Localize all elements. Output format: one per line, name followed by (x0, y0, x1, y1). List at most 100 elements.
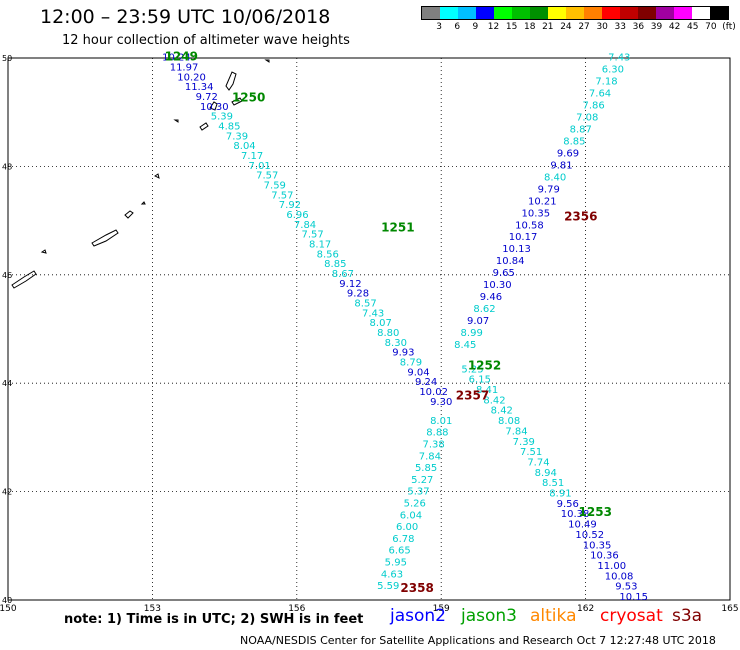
legend-label: 18 (523, 22, 536, 32)
footer-note: note: 1) Time is in UTC; 2) SWH is in fe… (64, 612, 364, 627)
wave-height-value: 10.36 (590, 551, 619, 562)
wave-height-value: 9.65 (493, 268, 515, 279)
credit-line: NOAA/NESDIS Center for Satellite Applica… (240, 634, 716, 647)
x-tick-label: 153 (144, 604, 161, 614)
wave-height-value: 7.59 (264, 181, 286, 192)
island-outline (209, 101, 218, 111)
wave-height-value: 7.18 (595, 77, 617, 88)
wave-height-value: 9.81 (550, 160, 572, 171)
pass-number-label: 2358 (400, 581, 433, 595)
wave-height-value: 8.85 (563, 136, 585, 147)
wave-height-value: 9.56 (557, 499, 579, 510)
wave-height-value: 8.79 (400, 358, 422, 369)
island-outline (199, 122, 209, 131)
color-legend-labels: 3 6 9 12 15 18 21 24 27 30 33 36 39 42 45 70 (ft) (421, 22, 736, 34)
wave-height-value: 7.84 (505, 426, 527, 437)
wave-height-value: 6.04 (400, 510, 422, 521)
wave-height-value: 10.13 (502, 244, 531, 255)
wave-height-value: 10.52 (575, 530, 604, 541)
wave-height-value: 10.58 (515, 220, 544, 231)
island-outline (124, 210, 134, 219)
wave-height-value: 7.39 (226, 131, 248, 142)
legend-swatch (566, 7, 584, 19)
pass-number-label: 2357 (456, 388, 489, 402)
wave-height-value: 9.28 (347, 289, 369, 300)
legend-label: 70 (705, 22, 717, 32)
wave-height-value: 7.84 (419, 451, 441, 462)
wave-height-value: 10.15 (619, 592, 648, 603)
map-frame (7, 57, 731, 601)
wave-height-value: 8.56 (317, 249, 339, 260)
wave-height-value: 10.20 (177, 72, 206, 83)
island-outline (154, 173, 160, 179)
wave-height-value: 8.51 (542, 478, 564, 489)
wave-height-value: 9.07 (467, 316, 489, 327)
y-tick-label: 44 (2, 379, 12, 388)
legend-label: 39 (650, 22, 663, 32)
x-tick-label: 150 (0, 604, 17, 614)
island-outline (40, 249, 47, 254)
island-outline (264, 59, 270, 63)
wave-height-value: 5.27 (411, 475, 433, 486)
wave-height-value: 8.88 (426, 428, 448, 439)
wave-height-value: 5.39 (211, 112, 233, 123)
wave-height-value: 7.86 (582, 101, 604, 112)
wave-height-value: 7.01 (249, 161, 271, 172)
legend-label: 6 (454, 22, 461, 32)
legend-swatch (620, 7, 638, 19)
wave-height-value: 8.62 (473, 304, 495, 315)
wave-height-value: 10.02 (419, 387, 448, 398)
wave-height-value: 9.24 (415, 377, 437, 388)
color-legend (421, 6, 729, 20)
wave-height-value: 9.53 (615, 582, 637, 593)
wave-height-value: 7.74 (527, 457, 549, 468)
satellite-jason3-label: jason3 (461, 606, 517, 626)
pass-number-label: 1252 (468, 359, 501, 373)
wave-height-value: 6.78 (392, 534, 414, 545)
wave-height-value: 7.57 (301, 230, 323, 241)
x-tick-label: 165 (721, 604, 738, 614)
island-outline (173, 119, 179, 123)
wave-height-value: 10.24 (162, 53, 191, 64)
wave-height-value: 6.96 (286, 210, 308, 221)
island-outline (140, 201, 146, 205)
wave-height-value: 7.43 (608, 53, 630, 64)
y-tick-label: 46 (2, 271, 12, 280)
legend-label: 45 (687, 22, 699, 32)
wave-height-value: 8.99 (461, 328, 483, 339)
wave-height-value: 8.67 (332, 269, 354, 280)
wave-height-value: 8.85 (324, 259, 346, 270)
wave-height-value: 4.63 (381, 569, 403, 580)
page-subtitle: 12 hour collection of altimeter wave hei… (62, 33, 350, 48)
wave-height-value: 11.34 (185, 82, 214, 93)
y-tick-label: 42 (2, 488, 12, 497)
legend-label: 30 (596, 22, 608, 32)
wave-height-value: 10.08 (605, 571, 634, 582)
satellite-jason2-label: jason2 (390, 606, 446, 626)
wave-height-value: 7.64 (589, 89, 611, 100)
wave-height-value: 7.39 (513, 437, 535, 448)
pass-number-label: 1253 (579, 505, 612, 519)
wave-height-value: 7.08 (576, 113, 598, 124)
wave-height-value: 8.57 (354, 299, 376, 310)
legend-swatch (512, 7, 530, 19)
legend-label: 27 (578, 22, 590, 32)
wave-height-value: 6.15 (469, 375, 491, 386)
legend-swatch (476, 7, 494, 19)
pass-number-label: 1249 (165, 50, 198, 64)
wave-height-value: 8.42 (483, 395, 505, 406)
legend-label: 3 (436, 22, 442, 32)
legend-swatch (440, 7, 458, 19)
wave-height-value: 7.38 (423, 439, 445, 450)
satellite-s3a-label: s3a (672, 606, 703, 626)
wave-height-value: 8.80 (377, 328, 399, 339)
legend-label: 42 (668, 22, 681, 32)
wave-height-value: 8.45 (454, 340, 476, 351)
wave-height-value: 5.85 (415, 463, 437, 474)
y-tick-label: 40 (2, 596, 12, 605)
wave-height-value: 10.17 (509, 232, 538, 243)
wave-height-value: 5.25 (461, 364, 483, 375)
wave-height-value: 6.30 (602, 65, 624, 76)
legend-label: (ft) (722, 22, 736, 32)
wave-height-value: 10.30 (483, 280, 512, 291)
